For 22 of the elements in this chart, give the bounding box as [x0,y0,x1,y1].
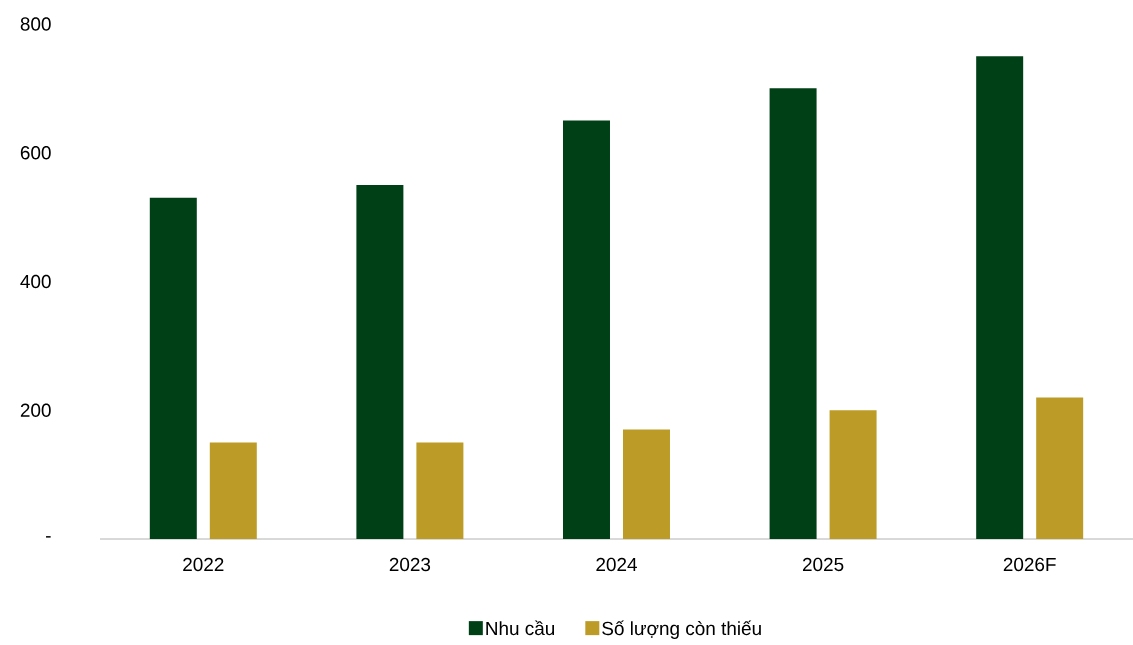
bar [416,442,464,539]
y-tick-label: 800 [20,17,51,31]
y-tick-label: - [46,536,51,538]
x-tick-label: 2026F [1003,557,1056,572]
y-tick-label: 400 [20,274,51,289]
bar [356,184,404,539]
legend-label: Nhu cầu [486,620,555,636]
legend-label: Số lượng còn thiếu [602,620,761,639]
x-tick-label: 2024 [596,557,637,572]
x-tick-label: 2025 [802,557,844,572]
bar [562,120,610,539]
bar [976,56,1024,539]
bar [1036,397,1084,539]
bar [209,442,257,539]
y-tick-label: 200 [20,403,51,417]
x-tick-label: 2023 [389,557,431,572]
bar [829,410,877,539]
bar [622,429,670,539]
x-tick-label: 2022 [183,557,224,572]
bar [769,88,817,539]
y-tick-label: 600 [20,146,51,160]
bar [149,197,197,539]
